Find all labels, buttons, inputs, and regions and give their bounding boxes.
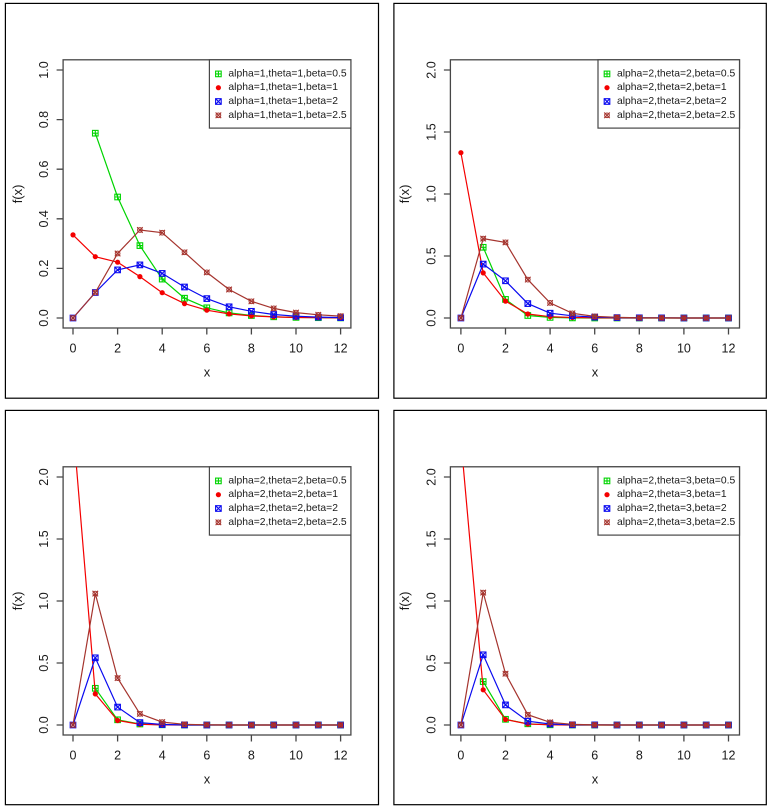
svg-text:f(x): f(x): [10, 592, 25, 611]
svg-text:alpha=2,theta=3,beta=1: alpha=2,theta=3,beta=1: [617, 489, 727, 500]
svg-text:4: 4: [159, 342, 166, 356]
svg-text:alpha=2,theta=2,beta=0.5: alpha=2,theta=2,beta=0.5: [617, 68, 735, 79]
svg-text:x: x: [592, 772, 599, 787]
svg-text:1.0: 1.0: [37, 592, 51, 609]
svg-text:2: 2: [502, 749, 509, 763]
svg-text:0.5: 0.5: [424, 654, 438, 671]
svg-text:alpha=2,theta=2,beta=2: alpha=2,theta=2,beta=2: [228, 503, 338, 514]
svg-text:2: 2: [502, 342, 509, 356]
svg-text:8: 8: [636, 342, 643, 356]
svg-text:alpha=2,theta=2,beta=1: alpha=2,theta=2,beta=1: [228, 489, 338, 500]
svg-text:alpha=2,theta=3,beta=2.5: alpha=2,theta=3,beta=2.5: [617, 517, 735, 528]
svg-text:1.5: 1.5: [37, 530, 51, 547]
svg-text:0.2: 0.2: [37, 260, 51, 277]
svg-text:alpha=2,theta=2,beta=0.5: alpha=2,theta=2,beta=0.5: [228, 475, 346, 486]
svg-text:0.5: 0.5: [37, 654, 51, 671]
svg-text:1.0: 1.0: [424, 185, 438, 202]
svg-text:2.0: 2.0: [424, 61, 438, 78]
svg-text:0.0: 0.0: [424, 309, 438, 326]
svg-text:1.0: 1.0: [424, 592, 438, 609]
svg-text:4: 4: [159, 749, 166, 763]
svg-text:4: 4: [547, 749, 554, 763]
svg-text:12: 12: [722, 342, 736, 356]
svg-text:8: 8: [248, 342, 255, 356]
svg-text:1.5: 1.5: [424, 530, 438, 547]
svg-text:10: 10: [289, 342, 303, 356]
svg-text:alpha=1,theta=1,beta=1: alpha=1,theta=1,beta=1: [228, 82, 338, 93]
svg-text:6: 6: [591, 749, 598, 763]
svg-text:alpha=1,theta=1,beta=2.5: alpha=1,theta=1,beta=2.5: [228, 110, 346, 121]
svg-text:f(x): f(x): [397, 185, 412, 204]
svg-text:x: x: [204, 772, 211, 787]
svg-text:0.0: 0.0: [424, 716, 438, 733]
svg-text:6: 6: [203, 342, 210, 356]
svg-text:0.8: 0.8: [37, 111, 51, 128]
svg-text:0: 0: [70, 342, 77, 356]
svg-text:0.0: 0.0: [37, 309, 51, 326]
svg-text:8: 8: [636, 749, 643, 763]
svg-text:2: 2: [114, 342, 121, 356]
svg-text:alpha=2,theta=3,beta=2: alpha=2,theta=3,beta=2: [617, 503, 727, 514]
svg-text:alpha=2,theta=2,beta=2.5: alpha=2,theta=2,beta=2.5: [228, 517, 346, 528]
svg-text:0.0: 0.0: [37, 716, 51, 733]
svg-text:8: 8: [248, 749, 255, 763]
svg-text:0: 0: [70, 749, 77, 763]
svg-text:10: 10: [289, 749, 303, 763]
svg-text:f(x): f(x): [397, 592, 412, 611]
svg-text:6: 6: [203, 749, 210, 763]
svg-text:0.6: 0.6: [37, 160, 51, 177]
svg-text:0.4: 0.4: [37, 210, 51, 227]
svg-text:alpha=1,theta=1,beta=2: alpha=1,theta=1,beta=2: [228, 96, 338, 107]
svg-text:6: 6: [591, 342, 598, 356]
svg-text:x: x: [592, 365, 599, 380]
svg-text:0: 0: [457, 342, 464, 356]
svg-text:10: 10: [677, 342, 691, 356]
svg-text:12: 12: [334, 342, 348, 356]
svg-text:10: 10: [677, 749, 691, 763]
svg-text:alpha=2,theta=3,beta=0.5: alpha=2,theta=3,beta=0.5: [617, 475, 735, 486]
svg-text:12: 12: [722, 749, 736, 763]
svg-text:2: 2: [114, 749, 121, 763]
svg-text:f(x): f(x): [10, 185, 25, 204]
svg-text:alpha=2,theta=2,beta=2: alpha=2,theta=2,beta=2: [617, 96, 727, 107]
svg-text:4: 4: [547, 342, 554, 356]
svg-text:1.0: 1.0: [37, 61, 51, 78]
svg-text:1.5: 1.5: [424, 123, 438, 140]
svg-text:0.5: 0.5: [424, 247, 438, 264]
svg-text:alpha=1,theta=1,beta=0.5: alpha=1,theta=1,beta=0.5: [228, 68, 346, 79]
svg-text:0: 0: [457, 749, 464, 763]
svg-text:x: x: [204, 365, 211, 380]
svg-text:12: 12: [334, 749, 348, 763]
svg-text:2.0: 2.0: [424, 468, 438, 485]
svg-text:2.0: 2.0: [37, 468, 51, 485]
svg-text:alpha=2,theta=2,beta=1: alpha=2,theta=2,beta=1: [617, 82, 727, 93]
svg-text:alpha=2,theta=2,beta=2.5: alpha=2,theta=2,beta=2.5: [617, 110, 735, 121]
